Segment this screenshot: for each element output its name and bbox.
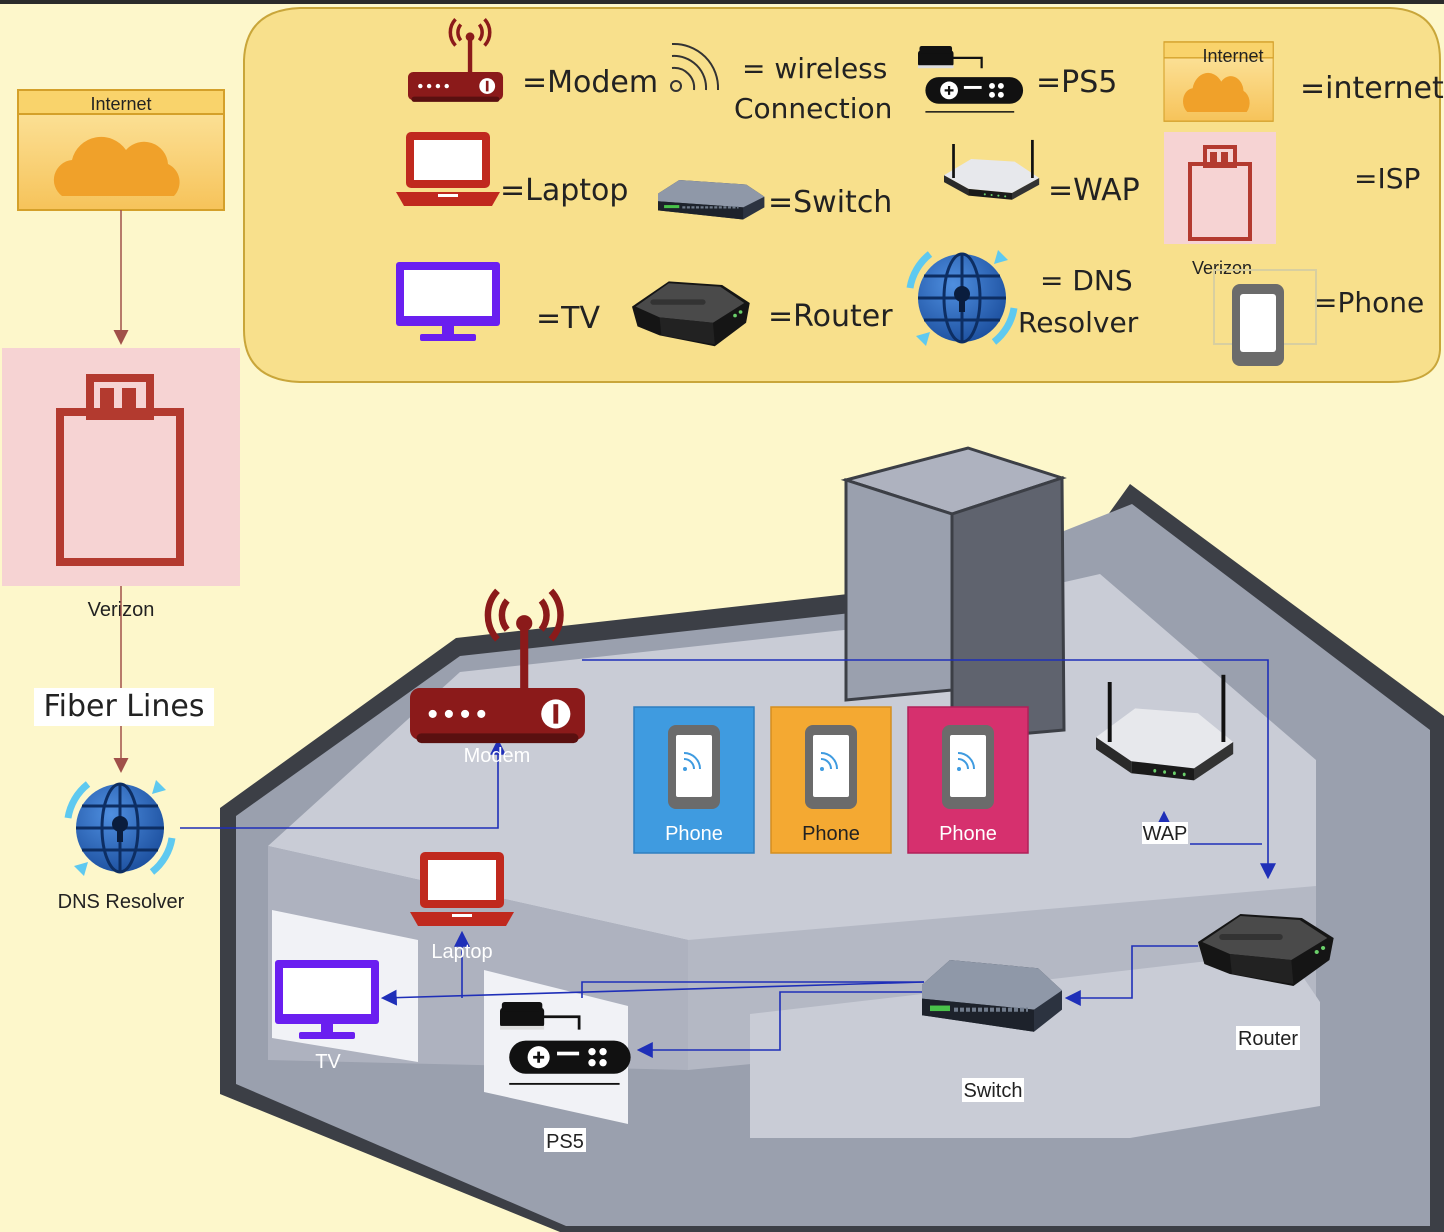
router-label-box	[1236, 1026, 1300, 1050]
legend-internet-label: =internet	[1300, 71, 1444, 106]
legend-modem-label: =Modem	[522, 65, 658, 100]
legend-panel: =Modem = wireless Connection =PS5 Intern…	[243, 7, 1444, 383]
modem-label: Modem	[464, 745, 531, 767]
switch-label: Switch	[964, 1080, 1023, 1102]
legend-phone-label: =Phone	[1314, 286, 1424, 319]
legend-isp-label: =ISP	[1354, 162, 1420, 195]
internet-label: Internet	[90, 94, 151, 114]
laptop-device	[410, 852, 514, 926]
dns-to-modem-link	[180, 738, 506, 829]
legend-laptop-label: =Laptop	[500, 173, 628, 208]
modem-to-router-link	[582, 659, 1276, 880]
isp-box	[2, 348, 240, 586]
switch-trunk-link	[581, 981, 924, 998]
switch-to-ps5-link	[636, 991, 924, 1058]
router-label: Router	[1238, 1028, 1298, 1050]
wifi-icon	[670, 42, 720, 92]
legend-dns-label-2: Resolver	[1018, 306, 1139, 339]
switch-to-tv-link	[380, 981, 925, 1006]
legend-router-label: =Router	[768, 299, 893, 334]
phone-label-2: Phone	[802, 823, 860, 845]
tv-label: TV	[315, 1051, 341, 1073]
phone-device-pink	[907, 706, 1029, 854]
phone-device-orange	[770, 706, 892, 854]
legend-tv-label: =TV	[536, 301, 600, 336]
laptop-label: Laptop	[431, 941, 492, 963]
dns-resolver-label: DNS Resolver	[58, 891, 185, 913]
legend-ps5-label: =PS5	[1036, 65, 1117, 100]
legend-wireless-label-2: Connection	[734, 92, 892, 125]
legend-switch-label: =Switch	[768, 185, 892, 220]
phone-icon	[1213, 269, 1317, 366]
router-to-switch-link	[1064, 945, 1198, 1006]
wap-label-box	[1142, 822, 1188, 844]
legend-wireless-label-1: = wireless	[742, 52, 887, 85]
laptop-icon	[396, 132, 500, 206]
phone-device-blue	[633, 706, 755, 854]
phone-label-3: Phone	[939, 823, 997, 845]
legend-wap-label: =WAP	[1048, 173, 1140, 208]
ps5-label-box	[544, 1128, 586, 1152]
switch-label-box	[962, 1078, 1024, 1102]
fiber-lines-label: Fiber Lines	[44, 689, 205, 724]
wap-label: WAP	[1143, 823, 1188, 845]
isp-building-icon	[1164, 132, 1276, 244]
legend-dns-label-1: = DNS	[1040, 264, 1133, 297]
phone-label-1: Phone	[665, 823, 723, 845]
legend-isp-caption: Verizon	[1192, 258, 1252, 278]
ps5-label: PS5	[546, 1131, 584, 1153]
network-links	[180, 659, 1276, 1058]
fiber-label-box	[34, 688, 214, 726]
legend-internet-box-label: Internet	[1202, 46, 1263, 66]
